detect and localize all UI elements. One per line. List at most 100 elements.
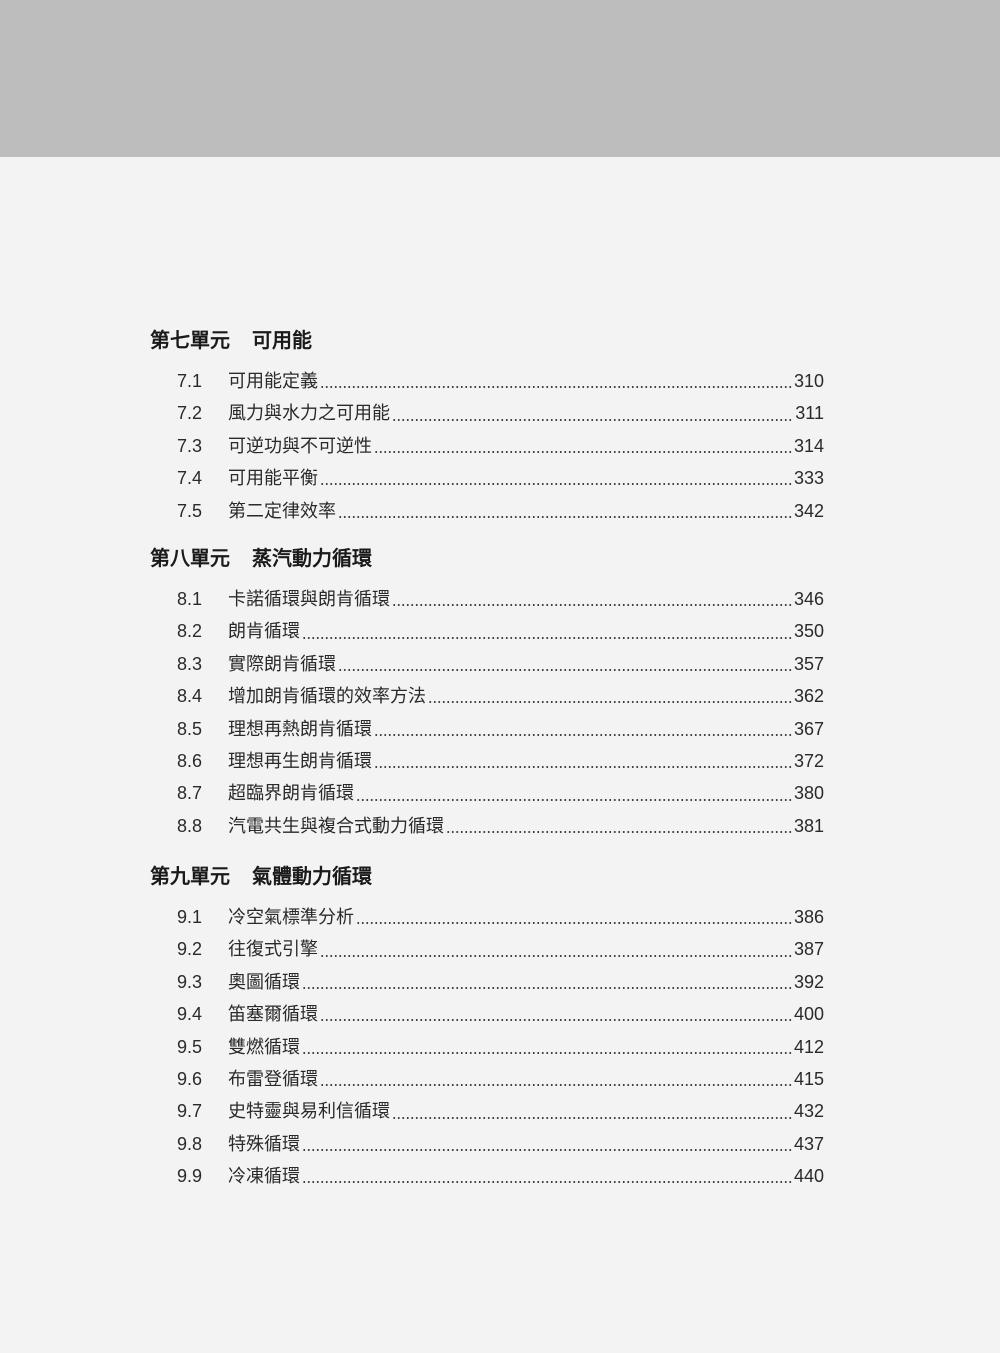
toc-entry: 7.1 可用能定義 310 [150,365,824,397]
toc-entry: 8.7 超臨界朗肯循環 380 [150,777,824,809]
entry-title: 超臨界朗肯循環 [228,783,354,804]
entry-number: 9.4 [177,1004,203,1025]
section-unit-8: 第八單元 蒸汽動力循環 8.1 卡諾循環與朗肯循環 346 8.2 朗肯循環 350 8.3 實… [150,543,824,842]
toc-entry: 7.4 可用能平衡 333 [150,462,824,494]
toc-entry: 9.3 奧圖循環 392 [150,966,824,998]
entry-title: 增加朗肯循環的效率方法 [228,686,426,707]
entry-title: 冷空氣標準分析 [228,907,354,927]
dot-leader [320,483,792,486]
entry-title: 布雷登循環 [228,1068,318,1089]
dot-leader [446,830,792,833]
entry-number: 9.3 [177,971,203,992]
toc-entry: 9.7 史特靈與易利信循環 432 [150,1095,824,1127]
entry-page-number: 412 [793,1036,824,1057]
toc-entry: 8.1 卡諾循環與朗肯循環 346 [150,583,824,615]
entry-title: 朗肯循環 [228,621,300,642]
dot-leader [356,922,792,925]
section-heading: 第七單元 可用能 [150,325,824,355]
dot-leader [392,418,794,421]
toc-entry: 9.6 布雷登循環 415 [150,1063,824,1095]
entry-number: 9.9 [177,1166,203,1187]
dot-leader [302,1148,792,1151]
entry-page-number: 314 [793,435,824,456]
entry-page-number: 350 [793,621,824,642]
entry-page-number: 342 [793,500,824,521]
entry-number: 8.6 [177,750,203,771]
entry-number: 8.8 [177,815,203,836]
entry-number: 9.5 [177,1036,203,1057]
toc-entry: 9.8 特殊循環 437 [150,1128,824,1160]
entry-page-number: 310 [793,371,824,391]
section-heading: 第九單元 氣體動力循環 [150,861,824,891]
entry-title: 特殊循環 [228,1133,300,1154]
entry-title: 卡諾循環與朗肯循環 [228,589,390,609]
dot-leader [338,515,792,518]
entry-title: 汽電共生與複合式動力循環 [228,815,444,836]
toc-entry: 9.4 笛塞爾循環 400 [150,998,824,1030]
entry-title: 笛塞爾循環 [228,1004,318,1025]
dot-leader [320,1019,792,1022]
entry-page-number: 357 [793,653,824,674]
entry-page-number: 311 [795,403,824,424]
unit-title: 可用能 [252,328,312,352]
entry-number: 7.3 [177,435,203,456]
toc-entry: 7.2 風力與水力之可用能 311 [150,397,824,429]
section-unit-9: 第九單元 氣體動力循環 9.1 冷空氣標準分析 386 9.2 往復式引擎 387 9.3 奧圖… [150,861,824,1193]
dot-leader [302,636,792,639]
dot-leader [374,766,792,769]
unit-label: 第九單元 [150,864,230,888]
entry-number: 8.7 [177,783,203,804]
entry-page-number: 380 [793,783,824,804]
entry-number: 7.5 [177,500,203,521]
entry-page-number: 381 [793,815,824,836]
entry-page-number: 387 [793,939,824,960]
dot-leader [320,1084,792,1087]
dot-leader [374,733,792,736]
entry-number: 9.6 [177,1068,203,1089]
entry-page-number: 372 [793,750,824,771]
entry-number: 9.7 [177,1101,203,1122]
entry-title: 可逆功與不可逆性 [228,435,372,456]
dot-leader [302,1051,792,1054]
dot-leader [428,701,792,704]
entry-title: 冷凍循環 [228,1166,300,1187]
dot-leader [302,1181,792,1184]
entry-title: 可用能平衡 [228,468,318,489]
dot-leader [320,954,792,957]
toc-entry: 9.1 冷空氣標準分析 386 [150,901,824,933]
entry-page-number: 437 [793,1133,824,1154]
entry-number: 9.2 [177,939,203,960]
toc-entry: 8.5 理想再熱朗肯循環 367 [150,713,824,745]
dot-leader [302,986,792,989]
dot-leader [356,798,792,801]
toc-entry: 9.9 冷凍循環 440 [150,1160,824,1192]
dot-leader [320,386,792,389]
dot-leader [392,1116,792,1119]
entry-number: 8.1 [177,589,203,609]
dot-leader [392,604,792,607]
entry-number: 8.2 [177,621,203,642]
toc-entry: 9.5 雙燃循環 412 [150,1031,824,1063]
entry-page-number: 392 [793,971,824,992]
entry-number: 9.1 [177,907,203,927]
entry-title: 奧圖循環 [228,971,300,992]
entry-title: 可用能定義 [228,371,318,391]
toc-entry: 8.4 增加朗肯循環的效率方法 362 [150,680,824,712]
entry-number: 7.4 [177,468,203,489]
unit-title: 蒸汽動力循環 [252,546,372,570]
entry-title: 第二定律效率 [228,500,336,521]
entry-page-number: 415 [793,1068,824,1089]
dot-leader [374,450,792,453]
toc-entry: 8.3 實際朗肯循環 357 [150,648,824,680]
entry-title: 史特靈與易利信循環 [228,1101,390,1122]
entry-page-number: 362 [793,686,824,707]
section-unit-7: 第七單元 可用能 7.1 可用能定義 310 7.2 風力與水力之可用能 311 7.3 可逆功… [150,325,824,527]
toc-entry: 8.2 朗肯循環 350 [150,615,824,647]
entry-title: 風力與水力之可用能 [228,403,390,424]
entry-page-number: 400 [793,1004,824,1025]
entry-title: 往復式引擎 [228,939,318,960]
unit-label: 第八單元 [150,546,230,570]
entry-page-number: 367 [793,718,824,739]
toc-entry: 7.3 可逆功與不可逆性 314 [150,430,824,462]
toc-entry: 8.8 汽電共生與複合式動力循環 381 [150,810,824,842]
